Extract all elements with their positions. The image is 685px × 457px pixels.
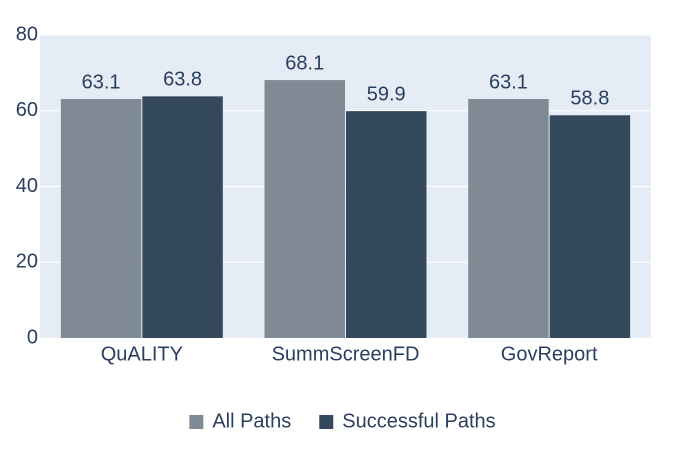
value-label: 63.1	[489, 71, 528, 93]
bar	[549, 115, 631, 338]
value-label: 59.9	[367, 83, 406, 105]
y-tick-label: 0	[27, 326, 38, 348]
legend-label: All Paths	[212, 410, 291, 432]
legend-swatch	[189, 415, 204, 429]
x-tick-label: SummScreenFD	[272, 343, 420, 365]
legend-label: Successful Paths	[342, 410, 495, 432]
value-label: 63.8	[163, 69, 202, 91]
y-tick-label: 20	[16, 251, 38, 273]
value-label: 58.8	[570, 88, 609, 110]
y-tick-label: 60	[16, 99, 38, 121]
x-tick-label: GovReport	[501, 343, 598, 365]
bar	[60, 99, 142, 338]
bar	[468, 99, 549, 338]
y-tick-label: 80	[16, 23, 38, 45]
x-tick-label: QuALITY	[101, 343, 183, 365]
y-tick-label: 40	[16, 175, 38, 197]
value-label: 63.1	[82, 71, 121, 93]
bar	[142, 96, 223, 338]
bar	[264, 80, 345, 338]
value-label: 68.1	[285, 52, 324, 74]
legend-swatch	[319, 415, 334, 429]
bar	[346, 111, 427, 338]
